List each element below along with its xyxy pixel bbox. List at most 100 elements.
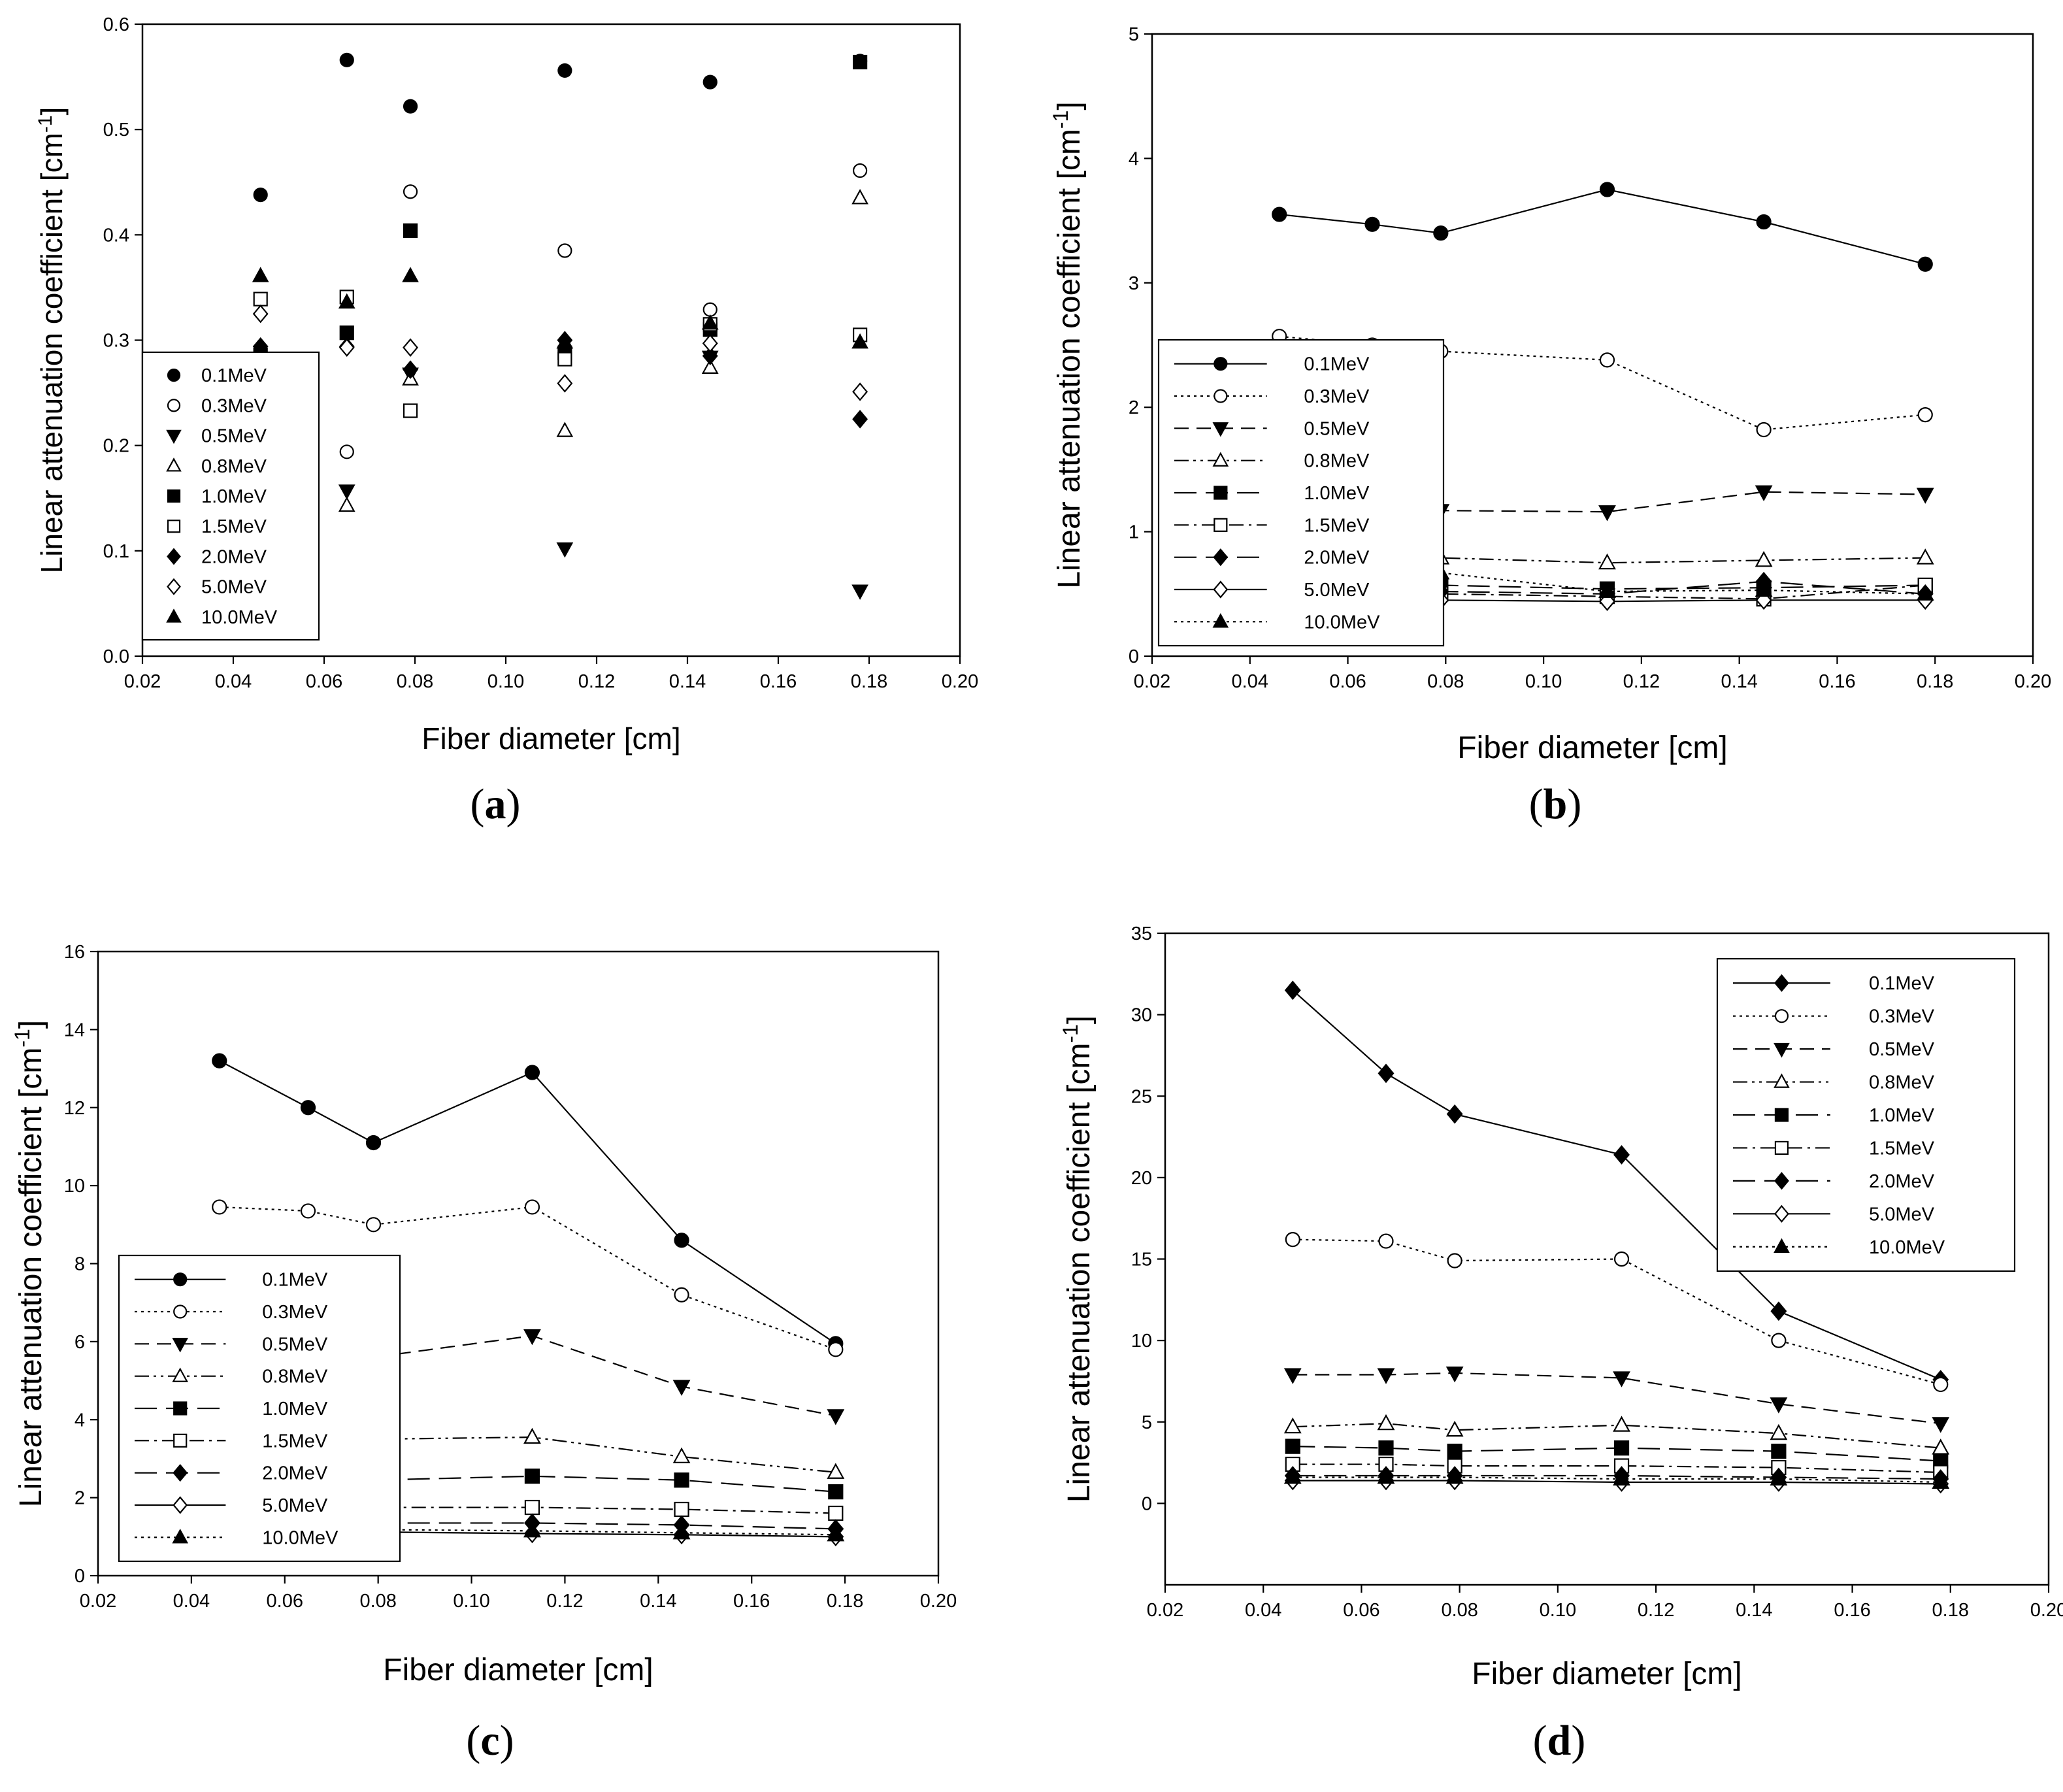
- x-axis-label: Fiber diameter [cm]: [1472, 1657, 1741, 1691]
- legend-marker: [1212, 452, 1229, 467]
- data-point: [827, 1463, 845, 1479]
- data-point: [1598, 553, 1616, 570]
- legend-marker: [1212, 422, 1229, 437]
- legend-item-1-5mev: 1.5MeV: [167, 516, 267, 537]
- legend-item-0-8mev: 0.8MeV: [135, 1367, 328, 1387]
- legend-item-5-0mev: 5.0MeV: [1174, 580, 1370, 601]
- legend-marker: [1213, 389, 1228, 403]
- legend-marker: [167, 520, 181, 533]
- data-point: [1445, 1420, 1464, 1437]
- legend-item-0-1mev: 0.1MeV: [167, 365, 267, 386]
- legend-item-1-0mev: 1.0MeV: [167, 486, 267, 507]
- data-point: [252, 304, 269, 324]
- legend-label: 2.0MeV: [262, 1463, 328, 1484]
- series-line: [1293, 1446, 1941, 1462]
- x-tick-label: 0.06: [1329, 671, 1366, 692]
- x-tick-label: 0.16: [1819, 671, 1855, 692]
- legend-label: 0.1MeV: [1869, 973, 1935, 994]
- data-point: [403, 223, 418, 238]
- data-point: [556, 333, 574, 349]
- series-line: [219, 1206, 836, 1350]
- legend-box: [1716, 957, 2016, 1272]
- legend-marker: [1774, 1238, 1790, 1253]
- series-line: [219, 1060, 836, 1344]
- legend-label: 0.5MeV: [1304, 418, 1370, 439]
- y-tick-label: 20: [1131, 1168, 1152, 1189]
- plot-frame: [1151, 33, 2034, 657]
- data-point: [852, 382, 868, 401]
- x-tick-label: 0.16: [1834, 1600, 1870, 1621]
- series-line: [1293, 1423, 1941, 1449]
- legend-marker: [173, 1496, 188, 1514]
- data-point: [252, 267, 269, 282]
- legend-item-0-5mev: 0.5MeV: [1733, 1039, 1935, 1060]
- legend-box: [118, 1254, 401, 1563]
- legend-label: 1.0MeV: [201, 486, 267, 507]
- data-point: [1917, 256, 1933, 272]
- legend-item-1-5mev: 1.5MeV: [1174, 515, 1370, 536]
- y-tick-label: 35: [1131, 923, 1152, 944]
- legend-label: 0.8MeV: [1304, 451, 1370, 472]
- y-tick-label: 0.4: [103, 225, 129, 246]
- legend-marker: [173, 1401, 188, 1416]
- legend-item-10-0mev: 10.0MeV: [1174, 612, 1380, 633]
- data-point: [1916, 488, 1934, 504]
- legend-item-0-3mev: 0.3MeV: [1174, 386, 1370, 407]
- legend-label: 10.0MeV: [262, 1527, 338, 1548]
- data-point: [1283, 1368, 1302, 1384]
- legend-marker: [173, 1304, 188, 1319]
- legend-label: 10.0MeV: [1304, 612, 1380, 633]
- x-tick-label: 0.12: [546, 1591, 583, 1612]
- x-tick-label: 0.20: [920, 1591, 957, 1612]
- data-point: [851, 333, 868, 349]
- legend-marker: [173, 1464, 188, 1482]
- data-point: [1770, 1423, 1788, 1440]
- y-tick-label: 4: [1129, 148, 1139, 169]
- y-tick-label: 0.1: [103, 541, 129, 562]
- data-point: [1433, 225, 1449, 241]
- data-point: [852, 410, 868, 429]
- data-point: [300, 1100, 316, 1116]
- x-tick-label: 0.04: [215, 671, 252, 692]
- legend-marker: [1774, 1073, 1790, 1088]
- legend-box: [1157, 339, 1445, 647]
- panel-label: (d): [1533, 1717, 1586, 1765]
- data-point: [674, 1472, 689, 1488]
- legend-item-1-0mev: 1.0MeV: [1733, 1105, 1935, 1126]
- x-tick-label: 0.12: [1638, 1600, 1674, 1621]
- legend-item-1-5mev: 1.5MeV: [1733, 1138, 1935, 1159]
- data-point: [403, 99, 418, 114]
- legend-marker: [1212, 613, 1229, 628]
- x-tick-label: 0.20: [942, 671, 978, 692]
- legend-marker: [1774, 974, 1789, 992]
- data-point: [1378, 1063, 1395, 1084]
- data-point: [1445, 1366, 1464, 1383]
- x-tick-label: 0.20: [2015, 671, 2051, 692]
- legend-item-10-0mev: 10.0MeV: [135, 1527, 338, 1548]
- legend-marker: [1774, 1108, 1789, 1122]
- legend-marker: [173, 1272, 188, 1287]
- data-point: [1446, 1104, 1463, 1124]
- data-point: [253, 187, 268, 203]
- data-point: [403, 338, 418, 357]
- data-point: [524, 1468, 540, 1484]
- legend-item-2-0mev: 2.0MeV: [135, 1463, 328, 1484]
- legend-marker: [1774, 1140, 1789, 1155]
- y-tick-label: 1: [1129, 522, 1139, 543]
- series-0-1mev: [1272, 182, 1933, 272]
- data-point: [1447, 1444, 1462, 1459]
- series-10-0mev: [1283, 1468, 1950, 1489]
- data-point: [827, 1525, 845, 1542]
- legend: 0.1MeV 0.3MeV 0.5MeV 0.8MeV 1.0MeV 1.5MeV 2.0M…: [141, 351, 320, 641]
- legend-item-0-5mev: 0.5MeV: [135, 1334, 328, 1355]
- legend-item-0-3mev: 0.3MeV: [1733, 1006, 1935, 1027]
- data-point: [1445, 1468, 1464, 1484]
- data-point: [1613, 1416, 1630, 1432]
- y-tick-label: 10: [1131, 1331, 1152, 1352]
- y-tick-label: 0.3: [103, 331, 129, 352]
- data-point: [1770, 1301, 1787, 1321]
- x-tick-label: 0.10: [1525, 671, 1562, 692]
- legend-item-5-0mev: 5.0MeV: [167, 577, 267, 598]
- series-line: [1293, 1238, 1941, 1385]
- y-axis-label: Linear attenuation coefficient [cm-1]: [1049, 101, 1087, 588]
